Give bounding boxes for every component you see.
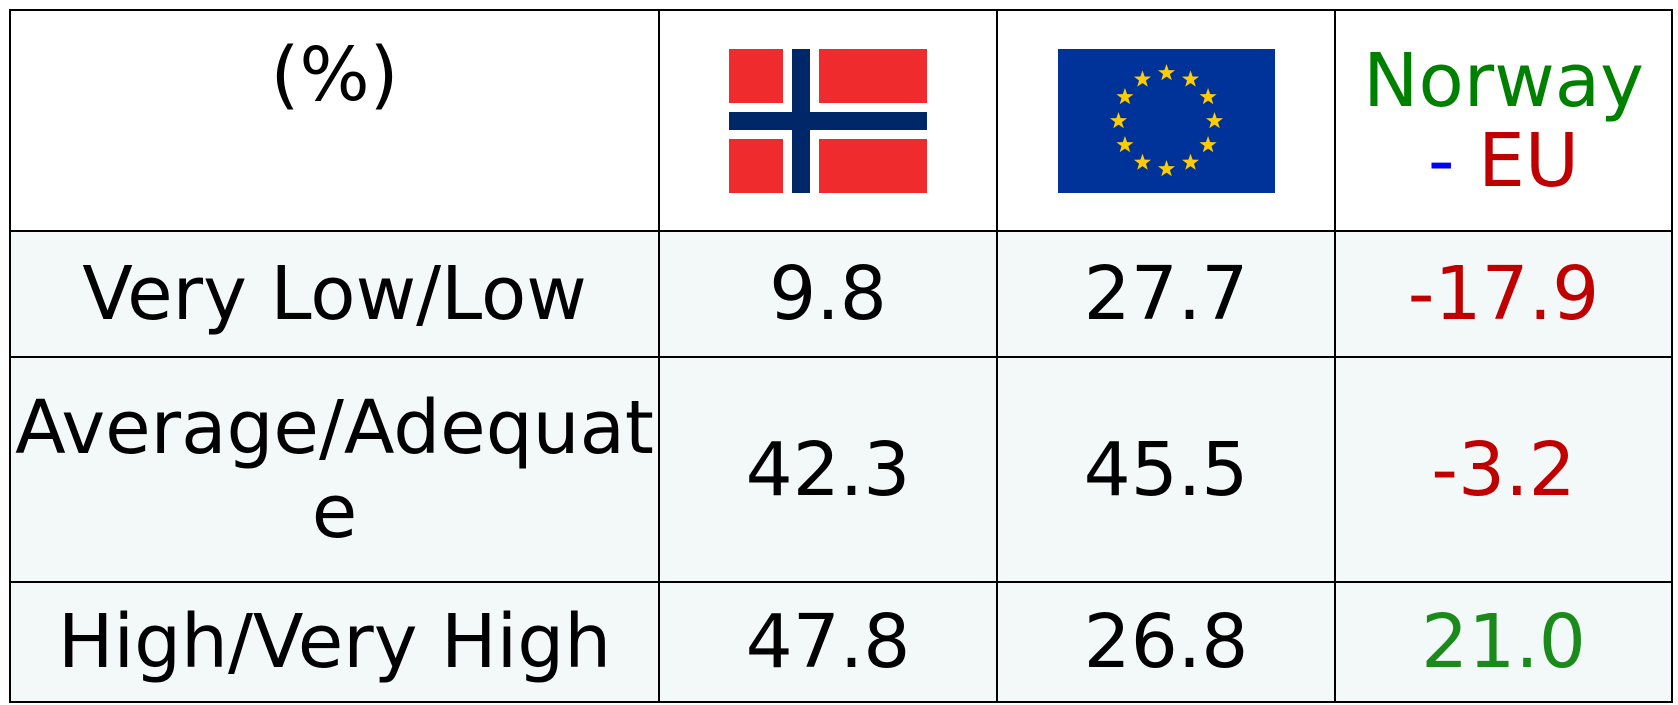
header-label: (%) (270, 32, 399, 118)
header-cell: (%) (9, 9, 660, 232)
data-row: Average/Adequate 42.3 45.5 -3.2 (9, 356, 1673, 583)
label-cell: Very Low/Low (9, 230, 660, 358)
data-row: Very Low/Low 9.8 27.7 -17.9 (9, 230, 1673, 358)
star (1199, 87, 1217, 104)
diff-header-right: EU (1478, 117, 1580, 204)
label-cell: High/Very High (9, 581, 660, 703)
label-cell: Average/Adequate (9, 356, 660, 583)
norway-cell: 47.8 (658, 581, 998, 703)
star (1115, 87, 1133, 104)
diff-cell: -17.9 (1334, 230, 1673, 358)
star (1157, 63, 1175, 80)
norway-flag (729, 48, 927, 193)
eu-cell: 26.8 (996, 581, 1336, 703)
star (1115, 135, 1133, 152)
diff-cell: 21.0 (1334, 581, 1673, 703)
eu-flag (1057, 48, 1275, 193)
header-cell (658, 9, 998, 232)
norway-cell: 42.3 (658, 356, 998, 583)
star (1109, 111, 1127, 128)
eu-cell: 27.7 (996, 230, 1336, 358)
diff-header-left: Norway (1363, 37, 1644, 124)
comparison-table: (%) Norway - EU Very Low/Low 9.8 27.7 -17.9… (9, 9, 1673, 703)
star (1199, 135, 1217, 152)
star (1133, 153, 1151, 170)
diff-header-dash: - (1427, 117, 1455, 204)
star (1133, 69, 1151, 87)
header-cell: Norway - EU (1334, 9, 1673, 232)
header-row: (%) Norway - EU (9, 9, 1673, 232)
star (1205, 111, 1223, 128)
star (1181, 153, 1199, 170)
norway-cell: 9.8 (658, 230, 998, 358)
eu-cell: 45.5 (996, 356, 1336, 583)
star (1181, 69, 1199, 87)
header-cell (996, 9, 1336, 232)
star (1157, 159, 1175, 176)
diff-cell: -3.2 (1334, 356, 1673, 583)
data-row: High/Very High 47.8 26.8 21.0 (9, 581, 1673, 703)
